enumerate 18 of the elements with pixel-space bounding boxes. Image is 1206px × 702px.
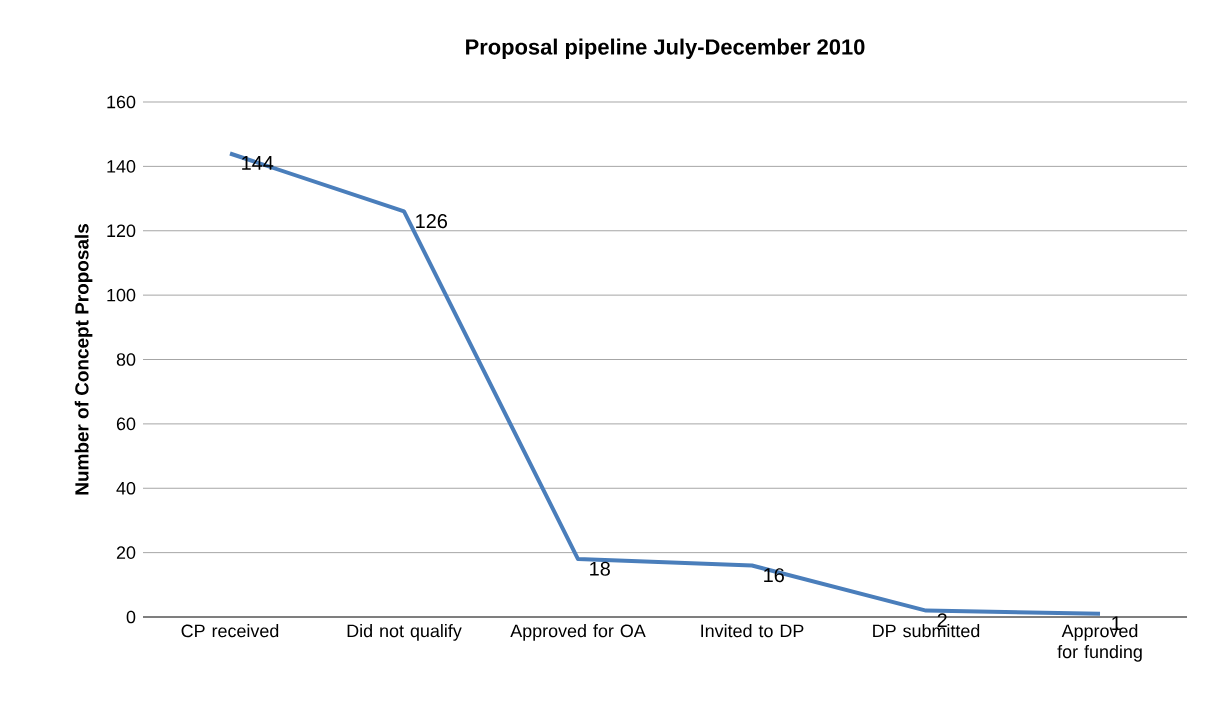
x-tick-label: CP received xyxy=(181,624,279,638)
y-tick-label: 160 xyxy=(107,95,136,109)
x-tick-label: Approved for OA xyxy=(510,624,646,641)
y-tick-label: 120 xyxy=(107,224,136,238)
x-tick-label: Did not qualify xyxy=(347,624,462,641)
chart-title: Proposal pipeline July-December 2010 xyxy=(466,38,865,59)
y-tick-label: 40 xyxy=(116,481,136,495)
x-tick-label: Invited to DP xyxy=(701,624,804,638)
data-label: 18 xyxy=(590,561,610,576)
data-label: 126 xyxy=(416,214,448,229)
y-tick-label: 100 xyxy=(107,288,136,302)
data-label: 144 xyxy=(242,156,274,170)
y-tick-label: 20 xyxy=(116,546,136,559)
y-tick-label: 60 xyxy=(116,417,136,431)
y-axis-title: Number of Concept Proposals xyxy=(74,224,93,495)
y-tick-label: 0 xyxy=(126,610,136,624)
y-tick-label: 140 xyxy=(107,160,136,173)
y-tick-label: 80 xyxy=(116,353,136,366)
